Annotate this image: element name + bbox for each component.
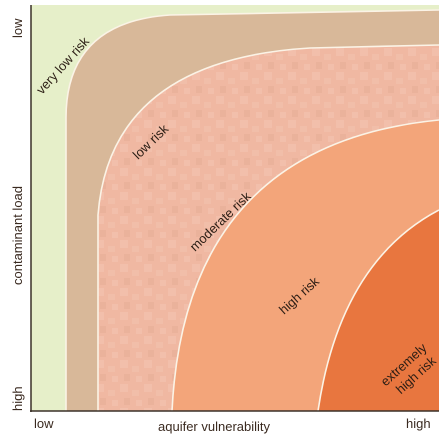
x-axis-low-label: low <box>34 416 54 431</box>
y-axis-title: contaminant load <box>10 186 25 285</box>
y-axis-high-label: high <box>10 386 25 411</box>
boundary-low <box>65 9 439 411</box>
boundary-high <box>171 119 439 411</box>
x-axis-high-label: high <box>406 416 431 431</box>
boundary-extremely-high <box>317 209 439 411</box>
boundary-moderate <box>97 44 439 411</box>
y-axis-low-label: low <box>10 18 25 38</box>
zone-extremely-high-risk <box>318 210 439 411</box>
x-axis-title: aquifer vulnerability <box>158 419 271 434</box>
